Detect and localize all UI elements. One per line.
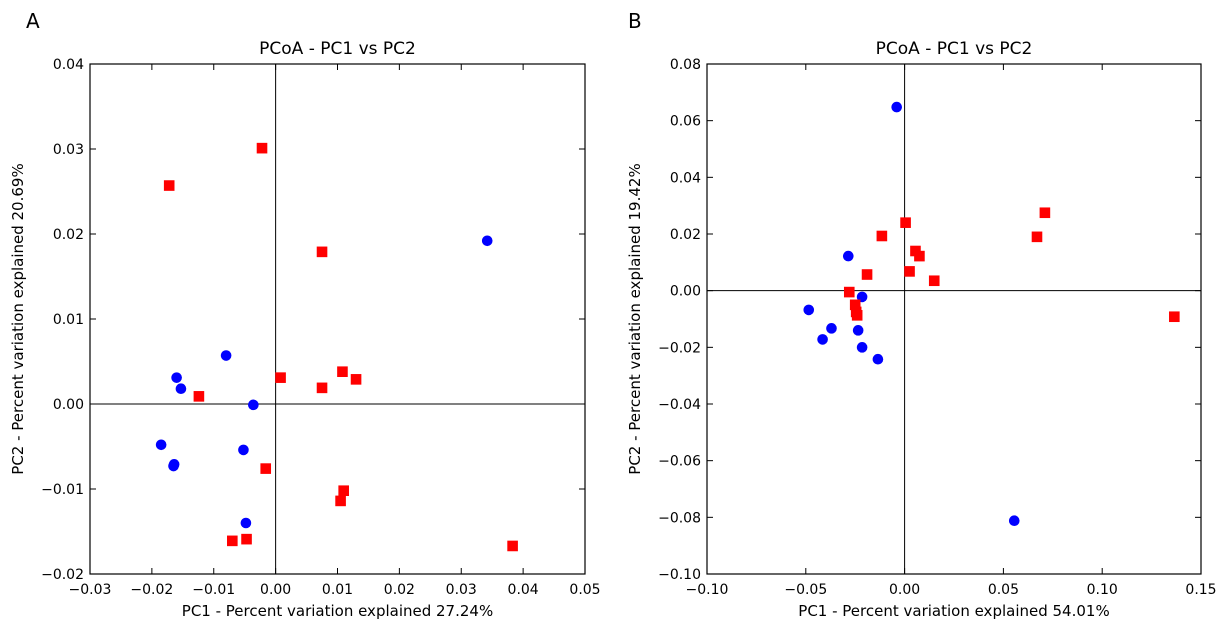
data-point-circle [872, 353, 884, 365]
data-point-circle [175, 383, 187, 395]
data-point-circle [171, 372, 182, 383]
x-tick-label: 0.04 [508, 582, 539, 598]
panel-label: B [628, 9, 642, 33]
y-tick-label: −0.08 [658, 510, 701, 526]
y-tick-label: −0.06 [658, 454, 701, 470]
data-point-square [227, 535, 238, 547]
data-point-circle [168, 460, 179, 472]
data-point-circle [826, 323, 837, 334]
data-point-square [337, 366, 348, 377]
data-point-square [256, 142, 268, 154]
x-tick-label: −0.01 [192, 582, 235, 598]
y-axis-label: PC2 - Percent variation explained 19.42% [626, 163, 644, 474]
panel-b: B PCoA - PC1 vs PC2 PC1 - Percent variat… [626, 9, 1217, 620]
data-point-square [1039, 207, 1051, 219]
chart-title: PCoA - PC1 vs PC2 [259, 39, 416, 59]
data-point-square [316, 382, 328, 394]
data-point-square [163, 180, 175, 191]
data-point-square [843, 286, 855, 298]
y-tick-label: 0.02 [670, 227, 701, 243]
x-tick-label: 0.00 [260, 582, 291, 598]
x-tick-label: −0.05 [784, 582, 827, 598]
data-point-square [861, 269, 873, 280]
data-point-square [350, 374, 362, 385]
y-tick-label: 0.00 [670, 284, 701, 300]
data-point-square [316, 246, 328, 258]
data-point-square [507, 540, 518, 552]
y-axis-label: PC2 - Percent variation explained 20.69% [9, 163, 27, 474]
data-point-circle [842, 250, 854, 262]
panel-a: A PCoA - PC1 vs PC2 PC1 - Percent variat… [9, 9, 601, 620]
data-point-square [928, 275, 940, 287]
x-tick-label: 0.05 [988, 582, 1019, 598]
data-point-circle [481, 235, 493, 247]
y-tick-label: 0.04 [53, 57, 84, 73]
chart-title: PCoA - PC1 vs PC2 [876, 39, 1033, 59]
x-axis-label: PC1 - Percent variation explained 54.01% [798, 602, 1109, 620]
y-tick-label: −0.01 [41, 482, 84, 498]
data-point-square [851, 310, 863, 321]
data-point-circle [856, 342, 868, 353]
y-tick-label: −0.10 [658, 567, 701, 583]
data-point-circle [238, 444, 249, 456]
data-point-square [1031, 231, 1043, 243]
data-point-circle [240, 517, 252, 529]
x-tick-label: 0.10 [1087, 582, 1118, 598]
data-point-circle [1008, 515, 1020, 527]
data-point-square [260, 463, 272, 474]
data-point-square [193, 391, 205, 402]
y-tick-label: 0.03 [53, 142, 84, 158]
y-tick-label: −0.04 [658, 397, 701, 413]
data-point-square [275, 372, 286, 383]
x-tick-label: 0.00 [889, 582, 920, 598]
y-tick-label: 0.00 [53, 397, 84, 413]
y-tick-label: 0.08 [670, 57, 701, 73]
y-tick-label: −0.02 [658, 340, 701, 356]
data-point-circle [852, 325, 864, 336]
data-point-circle [248, 399, 259, 411]
y-tick-label: −0.02 [41, 567, 84, 583]
data-point-square [849, 299, 861, 311]
data-point-circle [817, 334, 828, 345]
panel-label: A [26, 9, 40, 33]
y-tick-label: 0.04 [670, 170, 701, 186]
x-tick-label: 0.01 [322, 582, 353, 598]
data-point-square [335, 495, 346, 507]
x-tick-label: 0.02 [384, 582, 415, 598]
y-tick-label: 0.06 [670, 114, 701, 130]
x-tick-label: −0.10 [686, 582, 729, 598]
data-point-square [876, 230, 888, 242]
data-point-circle [155, 439, 167, 451]
x-tick-label: 0.05 [569, 582, 600, 598]
data-point-circle [220, 350, 232, 361]
data-point-circle [803, 304, 815, 316]
data-point-circle [891, 101, 902, 113]
x-tick-label: −0.02 [130, 582, 173, 598]
y-tick-label: 0.02 [53, 227, 84, 243]
data-point-square [904, 266, 915, 277]
x-tick-label: 0.15 [1185, 582, 1216, 598]
x-tick-label: −0.03 [69, 582, 112, 598]
data-point-square [914, 250, 925, 262]
data-point-square [241, 533, 252, 545]
plot-frame [706, 63, 1202, 575]
x-axis-label: PC1 - Percent variation explained 27.24% [182, 602, 493, 620]
data-point-square [338, 485, 349, 496]
x-tick-label: 0.03 [446, 582, 477, 598]
data-point-square [900, 217, 911, 228]
y-tick-label: 0.01 [53, 312, 84, 328]
data-point-square [1169, 311, 1180, 323]
